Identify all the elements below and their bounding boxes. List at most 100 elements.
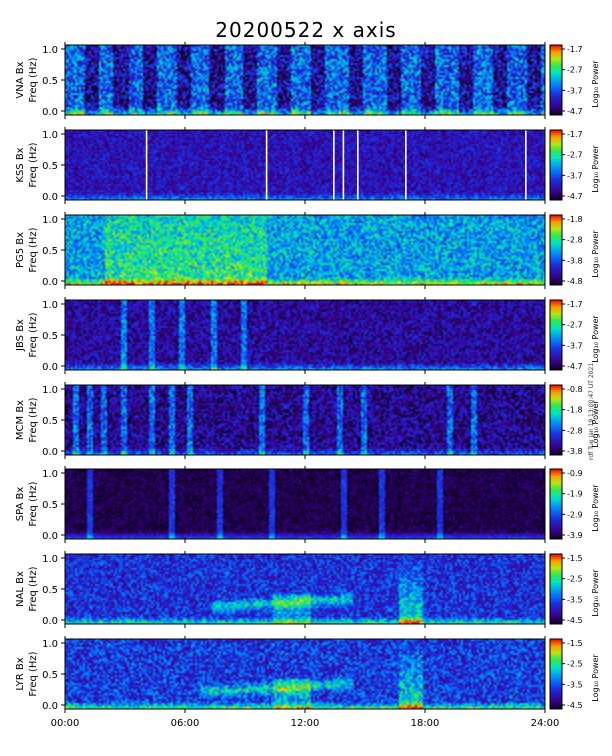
- colorbar-tick-label: -1.7: [567, 45, 583, 54]
- colorbar-tick-label: -2.7: [567, 321, 583, 330]
- colorbar-tick-label: -2.5: [567, 660, 583, 669]
- y-tick-label: 0.5: [42, 416, 58, 427]
- colorbar-tick-label: -0.8: [567, 385, 583, 394]
- spectrogram-panel-2: 1.0 0.5 0.0 PG5 Bx Freq (Hz) -1.8 -2.8 -3.8 -4.8…: [15, 212, 600, 289]
- station-label: MCM Bx: [15, 400, 26, 440]
- spectrogram-heatmap: [65, 130, 545, 200]
- colorbar-tick-label: -4.7: [567, 107, 583, 116]
- colorbar-tick-label: -4.7: [567, 362, 583, 371]
- y-tick-label: 0.5: [42, 500, 58, 511]
- y-tick-label: 0.0: [42, 192, 58, 203]
- y-tick-label: 0.5: [42, 161, 58, 172]
- colorbar-tick-label: -4.5: [567, 701, 583, 710]
- spectrogram-panel-4: 1.0 0.5 0.0 MCM Bx Freq (Hz) -0.8 -1.8 -2.8 -3.8…: [15, 382, 600, 459]
- colorbar: [549, 44, 563, 116]
- station-label: PG5 Bx: [15, 232, 26, 268]
- spectrogram-panel-3: 1.0 0.5 0.0 JBS Bx Freq (Hz) -1.7 -2.7 -3.7 -4.7…: [15, 297, 600, 374]
- y-tick-label: 0.5: [42, 246, 58, 257]
- station-label: VNA Bx: [15, 61, 26, 98]
- colorbar-label: Log₁₀ Power: [591, 569, 600, 617]
- y-tick-label: 0.0: [42, 362, 58, 373]
- colorbar-tick-label: -4.5: [567, 616, 583, 625]
- y-tick-label: 0.0: [42, 701, 58, 712]
- colorbar-tick-label: -4.7: [567, 192, 583, 201]
- spectrogram-panel-6: 1.0 0.5 0.0 NAL Bx Freq (Hz) -1.5 -2.5 -3.5 -4.5…: [15, 551, 600, 628]
- y-tick-label: 0.0: [42, 531, 58, 542]
- x-tick-label: 24:00: [531, 718, 560, 729]
- colorbar-label: Log₁₀ Power: [591, 315, 600, 363]
- y-tick-label: 1.0: [42, 469, 58, 480]
- colorbar-label: Log₁₀ Power: [591, 60, 600, 108]
- colorbar: [549, 129, 563, 201]
- colorbar-tick-label: -1.8: [567, 406, 583, 415]
- colorbar-tick-label: -2.8: [567, 236, 583, 245]
- x-tick-label: 12:00: [291, 718, 320, 729]
- y-axis-label: Freq (Hz): [28, 566, 39, 611]
- colorbar-label: Log₁₀ Power: [591, 230, 600, 278]
- y-tick-label: 1.0: [42, 45, 58, 56]
- colorbar-tick-label: -1.8: [567, 215, 583, 224]
- y-tick-label: 1.0: [42, 639, 58, 650]
- colorbar-tick-label: -3.5: [567, 595, 583, 604]
- spectrogram-heatmap: [65, 385, 545, 455]
- spectrogram-heatmap: [65, 300, 545, 370]
- y-axis-label: Freq (Hz): [28, 651, 39, 696]
- colorbar-tick-label: -3.9: [567, 531, 583, 540]
- y-tick-label: 1.0: [42, 385, 58, 396]
- y-axis-label: Freq (Hz): [28, 227, 39, 272]
- station-label: NAL Bx: [15, 571, 26, 607]
- spectrogram-heatmap: [65, 45, 545, 115]
- colorbar-label: Log₁₀ Power: [591, 145, 600, 193]
- y-axis-label: Freq (Hz): [28, 481, 39, 526]
- colorbar-tick-label: -3.8: [567, 447, 583, 456]
- colorbar: [549, 214, 563, 286]
- station-label: JBS Bx: [15, 319, 26, 352]
- colorbar-label: Log₁₀ Power: [591, 400, 600, 448]
- colorbar-label: Log₁₀ Power: [591, 654, 600, 702]
- station-label: SPA Bx: [15, 487, 26, 522]
- spectrogram-heatmap: [65, 639, 545, 709]
- colorbar: [549, 299, 563, 371]
- colorbar-tick-label: -3.7: [567, 171, 583, 180]
- spectrogram-panel-0: 1.0 0.5 0.0 VNA Bx Freq (Hz) -1.7 -2.7 -3.7 -4.7…: [15, 42, 600, 119]
- colorbar: [549, 638, 563, 710]
- spectrogram-panel-1: 1.0 0.5 0.0 KSS Bx Freq (Hz) -1.7 -2.7 -3.7 -4.7…: [15, 127, 600, 204]
- spectrogram-panel-5: 1.0 0.5 0.0 SPA Bx Freq (Hz) -0.9 -1.9 -2.9 -3.9…: [15, 466, 600, 543]
- x-tick-label: 06:00: [171, 718, 200, 729]
- colorbar-label: Log₁₀ Power: [591, 484, 600, 532]
- colorbar-tick-label: -2.7: [567, 151, 583, 160]
- y-axis-label: Freq (Hz): [28, 312, 39, 357]
- colorbar: [549, 384, 563, 456]
- y-tick-label: 1.0: [42, 300, 58, 311]
- y-tick-label: 0.5: [42, 331, 58, 342]
- spectrogram-heatmap: [65, 554, 545, 624]
- y-axis-label: Freq (Hz): [28, 397, 39, 442]
- colorbar-tick-label: -3.7: [567, 341, 583, 350]
- x-tick-label: 00:00: [51, 718, 80, 729]
- colorbar-tick-label: -2.7: [567, 66, 583, 75]
- colorbar-tick-label: -2.8: [567, 426, 583, 435]
- y-tick-label: 1.0: [42, 130, 58, 141]
- colorbar-tick-label: -3.5: [567, 680, 583, 689]
- colorbar: [549, 553, 563, 625]
- station-label: LYR Bx: [15, 657, 26, 690]
- spectrogram-heatmap: [65, 469, 545, 539]
- colorbar-tick-label: -2.9: [567, 510, 583, 519]
- colorbar-tick-label: -4.8: [567, 277, 583, 286]
- colorbar-tick-label: -3.7: [567, 86, 583, 95]
- colorbar-tick-label: -1.5: [567, 639, 583, 648]
- y-axis-label: Freq (Hz): [28, 142, 39, 187]
- station-label: KSS Bx: [15, 147, 26, 182]
- y-tick-label: 0.5: [42, 670, 58, 681]
- colorbar-tick-label: -1.7: [567, 130, 583, 139]
- colorbar-tick-label: -1.7: [567, 300, 583, 309]
- y-tick-label: 1.0: [42, 215, 58, 226]
- y-tick-label: 1.0: [42, 554, 58, 565]
- y-tick-label: 0.0: [42, 277, 58, 288]
- x-tick-label: 18:00: [411, 718, 440, 729]
- y-tick-label: 0.0: [42, 616, 58, 627]
- y-tick-label: 0.0: [42, 447, 58, 458]
- colorbar: [549, 468, 563, 540]
- colorbar-tick-label: -3.8: [567, 256, 583, 265]
